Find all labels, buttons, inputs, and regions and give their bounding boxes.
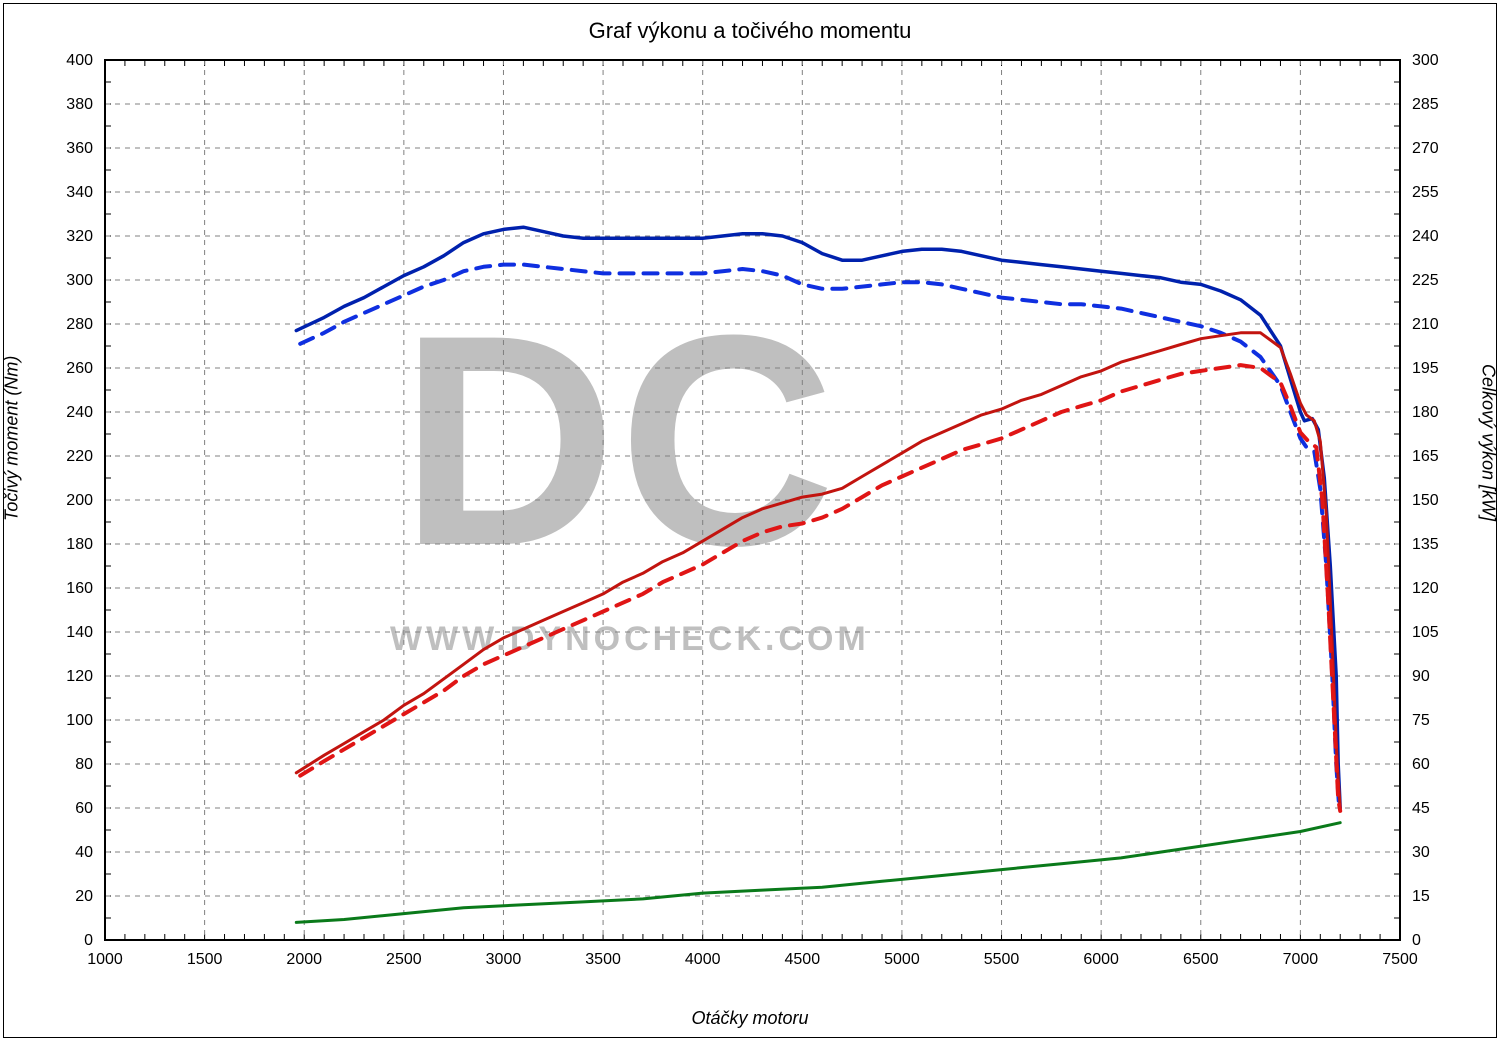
y1-tick-label: 360 <box>66 140 93 157</box>
y2-tick-label: 225 <box>1412 272 1439 289</box>
x-tick-label: 6500 <box>1183 951 1219 968</box>
y1-tick-label: 80 <box>75 756 93 773</box>
y2-tick-label: 255 <box>1412 184 1439 201</box>
y2-tick-label: 30 <box>1412 844 1430 861</box>
chart-container: Graf výkonu a točivého momentu Točivý mo… <box>0 0 1500 1041</box>
y2-tick-label: 150 <box>1412 492 1439 509</box>
y1-tick-label: 200 <box>66 492 93 509</box>
y2-tick-label: 90 <box>1412 668 1430 685</box>
y1-tick-label: 60 <box>75 800 93 817</box>
x-tick-label: 1500 <box>187 951 223 968</box>
x-tick-label: 2000 <box>286 951 322 968</box>
series-losses <box>296 823 1340 923</box>
x-tick-label: 3000 <box>486 951 522 968</box>
y2-tick-label: 240 <box>1412 228 1439 245</box>
y1-tick-label: 340 <box>66 184 93 201</box>
y1-tick-label: 380 <box>66 96 93 113</box>
y1-tick-label: 260 <box>66 360 93 377</box>
y2-tick-label: 195 <box>1412 360 1439 377</box>
y1-tick-label: 160 <box>66 580 93 597</box>
series-power_solid <box>296 333 1340 808</box>
y1-tick-label: 400 <box>66 52 93 69</box>
y2-tick-label: 15 <box>1412 888 1430 905</box>
x-tick-label: 3500 <box>585 951 621 968</box>
y1-tick-label: 180 <box>66 536 93 553</box>
y2-tick-label: 105 <box>1412 624 1439 641</box>
x-tick-label: 6000 <box>1083 951 1119 968</box>
x-tick-label: 4000 <box>685 951 721 968</box>
y1-tick-label: 20 <box>75 888 93 905</box>
y2-tick-label: 285 <box>1412 96 1439 113</box>
x-tick-label: 4500 <box>785 951 821 968</box>
y1-tick-label: 140 <box>66 624 93 641</box>
y2-tick-label: 45 <box>1412 800 1430 817</box>
y2-tick-label: 210 <box>1412 316 1439 333</box>
y2-tick-label: 0 <box>1412 932 1421 949</box>
y1-tick-label: 300 <box>66 272 93 289</box>
y2-tick-label: 180 <box>1412 404 1439 421</box>
x-tick-label: 2500 <box>386 951 422 968</box>
y1-tick-label: 0 <box>84 932 93 949</box>
y2-tick-label: 165 <box>1412 448 1439 465</box>
y2-tick-label: 60 <box>1412 756 1430 773</box>
y1-tick-label: 40 <box>75 844 93 861</box>
y1-tick-label: 320 <box>66 228 93 245</box>
y1-tick-label: 280 <box>66 316 93 333</box>
dyno-chart: 1000150020002500300035004000450050005500… <box>0 0 1500 1041</box>
y2-tick-label: 300 <box>1412 52 1439 69</box>
y2-tick-label: 120 <box>1412 580 1439 597</box>
x-tick-label: 7000 <box>1283 951 1319 968</box>
x-tick-label: 1000 <box>87 951 123 968</box>
y2-tick-label: 270 <box>1412 140 1439 157</box>
series-torque_dashed <box>300 265 1339 808</box>
y1-tick-label: 100 <box>66 712 93 729</box>
y2-tick-label: 75 <box>1412 712 1430 729</box>
y1-tick-label: 120 <box>66 668 93 685</box>
x-tick-label: 7500 <box>1382 951 1418 968</box>
y1-tick-label: 240 <box>66 404 93 421</box>
y2-tick-label: 135 <box>1412 536 1439 553</box>
x-tick-label: 5500 <box>984 951 1020 968</box>
x-tick-label: 5000 <box>884 951 920 968</box>
y1-tick-label: 220 <box>66 448 93 465</box>
